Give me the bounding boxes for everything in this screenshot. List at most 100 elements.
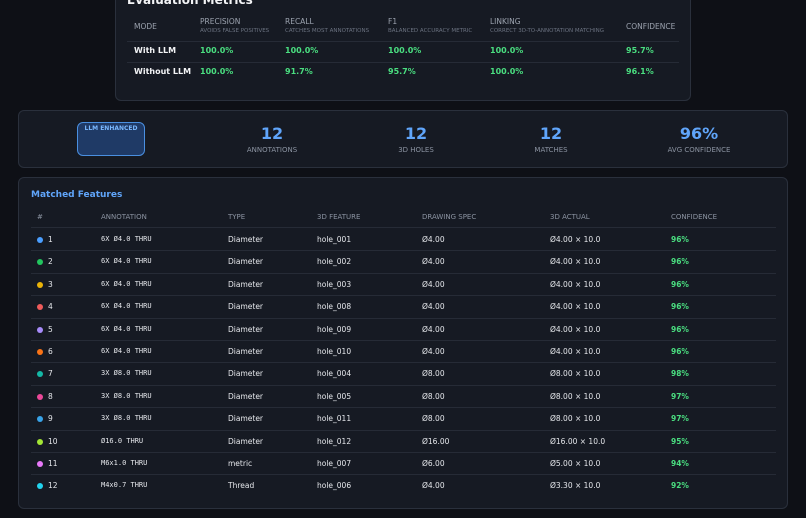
cell: 9 bbox=[48, 414, 53, 424]
metric-mode: Without LLM bbox=[134, 67, 192, 76]
metric-value: 100.0% bbox=[200, 67, 234, 76]
cell: 98% bbox=[671, 369, 689, 379]
cell: 3 bbox=[48, 279, 53, 289]
column-header: ANNOTATION bbox=[101, 213, 147, 221]
cell: metric bbox=[228, 459, 253, 468]
cell: Ø3.30 × 10.0 bbox=[550, 481, 601, 491]
divider bbox=[127, 41, 679, 42]
divider bbox=[31, 407, 776, 409]
row-dot bbox=[37, 483, 43, 490]
row-dot bbox=[37, 393, 43, 400]
cell: M6x1.0 THRU bbox=[101, 459, 148, 467]
cell: Diameter bbox=[228, 324, 264, 334]
cell: hole_003 bbox=[317, 279, 352, 289]
cell: Diameter bbox=[228, 369, 264, 379]
stat-label: 3D HOLES bbox=[398, 146, 434, 154]
metric-header: MODE bbox=[134, 22, 157, 31]
cell: Ø4.00 bbox=[422, 347, 445, 356]
divider bbox=[31, 272, 776, 274]
cell: 95% bbox=[671, 436, 689, 446]
column-header: 3D ACTUAL bbox=[550, 213, 590, 221]
cell: 94% bbox=[671, 459, 689, 468]
metric-mode: With LLM bbox=[134, 46, 177, 55]
row-dot bbox=[37, 259, 43, 266]
metric-value: 91.7% bbox=[285, 67, 313, 76]
cell: Ø4.00 × 10.0 bbox=[550, 324, 601, 334]
divider bbox=[31, 227, 776, 228]
features-panel bbox=[18, 177, 788, 509]
cell: hole_008 bbox=[317, 302, 352, 312]
metric-value: 100.0% bbox=[388, 46, 422, 55]
cell: 6 bbox=[48, 347, 53, 356]
cell: Ø16.00 × 10.0 bbox=[550, 436, 606, 446]
cell: Diameter bbox=[228, 257, 264, 267]
divider bbox=[31, 384, 776, 386]
divider bbox=[127, 62, 679, 63]
cell: 6X Ø4.0 THRU bbox=[101, 257, 152, 266]
cell: Diameter bbox=[228, 436, 264, 446]
cell: 96% bbox=[671, 324, 689, 334]
cell: 7 bbox=[48, 369, 53, 379]
metric-value: 95.7% bbox=[626, 46, 654, 55]
cell: Diameter bbox=[228, 347, 264, 356]
metric-value: 100.0% bbox=[285, 46, 319, 55]
cell: Diameter bbox=[228, 302, 264, 312]
row-dot bbox=[37, 237, 43, 243]
divider bbox=[31, 452, 776, 453]
cell: hole_011 bbox=[317, 414, 352, 424]
column-header: TYPE bbox=[228, 213, 246, 221]
cell: hole_007 bbox=[317, 459, 352, 468]
stat-value: 12 bbox=[539, 124, 563, 143]
row-dot bbox=[37, 304, 43, 311]
cell: Ø5.00 × 10.0 bbox=[550, 459, 601, 468]
cell: Ø4.00 × 10.0 bbox=[550, 347, 601, 356]
cell: Diameter bbox=[228, 235, 264, 244]
badge bbox=[77, 122, 145, 156]
cell: Ø8.00 × 10.0 bbox=[550, 369, 601, 379]
divider bbox=[31, 362, 776, 364]
cell: 96% bbox=[671, 279, 689, 289]
cell: 12 bbox=[48, 481, 58, 491]
row-dot bbox=[37, 371, 43, 378]
cell: hole_001 bbox=[317, 235, 352, 244]
metric-header: CONFIDENCE bbox=[626, 22, 676, 31]
cell: Ø8.00 bbox=[422, 414, 445, 424]
row-dot bbox=[37, 326, 43, 333]
cell: hole_005 bbox=[317, 391, 352, 401]
metrics-panel bbox=[115, 0, 691, 101]
cell: Diameter bbox=[228, 279, 264, 289]
metric-subheader: AVOIDS FALSE POSITIVES bbox=[200, 28, 270, 34]
metric-subheader: CATCHES MOST ANNOTATIONS bbox=[285, 28, 370, 34]
row-dot bbox=[37, 416, 43, 423]
cell: 6X Ø4.0 THRU bbox=[101, 347, 152, 355]
cell: 4 bbox=[48, 302, 53, 312]
divider bbox=[31, 317, 776, 319]
metrics-title: Evaluation Metrics bbox=[127, 0, 253, 7]
stat-label: AVG CONFIDENCE bbox=[667, 146, 731, 154]
cell: Ø4.00 bbox=[422, 279, 445, 289]
metric-value: 100.0% bbox=[490, 46, 524, 55]
cell: Ø4.00 × 10.0 bbox=[550, 279, 601, 289]
cell: 6X Ø4.0 THRU bbox=[101, 324, 152, 333]
cell: 8 bbox=[48, 391, 53, 401]
metric-subheader: BALANCED ACCURACY METRIC bbox=[388, 28, 473, 34]
cell: hole_006 bbox=[317, 481, 352, 491]
cell: Ø4.00 bbox=[422, 302, 445, 312]
cell: hole_004 bbox=[317, 369, 352, 379]
metric-header: LINKING bbox=[490, 17, 521, 26]
cell: hole_012 bbox=[317, 436, 352, 446]
cell: hole_002 bbox=[317, 257, 352, 267]
cell: Ø4.00 bbox=[422, 235, 445, 244]
divider bbox=[31, 429, 776, 431]
cell: Ø16.0 THRU bbox=[101, 436, 144, 445]
cell: Ø16.00 bbox=[422, 436, 450, 446]
cell: 92% bbox=[671, 481, 689, 491]
cell: 2 bbox=[48, 257, 53, 267]
summary-panel bbox=[18, 110, 788, 168]
metric-header: RECALL bbox=[285, 17, 314, 26]
column-header: 3D FEATURE bbox=[317, 213, 361, 221]
metric-value: 96.1% bbox=[626, 67, 654, 76]
row-dot bbox=[37, 461, 43, 467]
cell: Ø4.00 bbox=[422, 324, 445, 334]
